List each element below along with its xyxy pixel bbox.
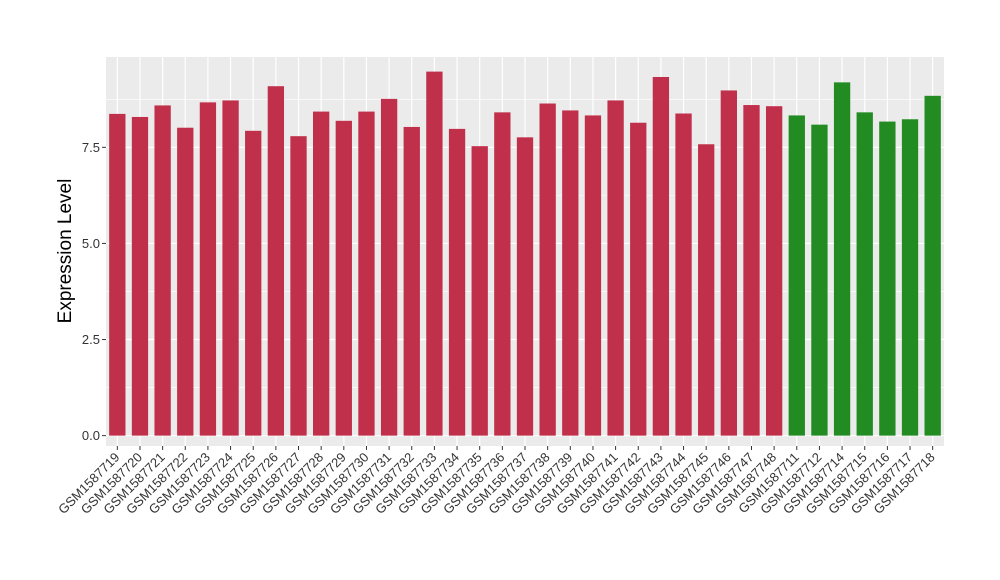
bar [131, 116, 149, 436]
bar [811, 124, 828, 436]
bar [471, 146, 488, 436]
bar [245, 130, 262, 436]
bar [788, 115, 805, 436]
y-axis: 0.0 2.5 5.0 7.5 [82, 140, 106, 443]
bar [743, 105, 760, 436]
bar [403, 126, 420, 436]
y-tick-label: 0.0 [82, 428, 100, 443]
bar [426, 71, 443, 436]
bar [652, 76, 670, 436]
bar [901, 119, 919, 436]
bar [177, 127, 194, 436]
bar [675, 113, 692, 436]
bar [109, 113, 126, 436]
bar [856, 112, 873, 436]
bar [313, 111, 330, 436]
y-tick-label: 5.0 [82, 236, 100, 251]
bar [358, 111, 375, 436]
bar [516, 137, 534, 436]
bar [448, 128, 466, 436]
y-tick-label: 7.5 [82, 140, 100, 155]
bar [222, 100, 239, 436]
bar [607, 100, 624, 436]
bar [765, 106, 783, 436]
bar [720, 90, 737, 436]
y-axis-title: Expression Level [55, 179, 76, 324]
bar [562, 110, 579, 436]
bar [290, 136, 307, 436]
bar [924, 95, 941, 436]
bar [199, 102, 217, 436]
bar [833, 82, 851, 436]
y-tick-label: 2.5 [82, 332, 100, 347]
bar [335, 120, 352, 436]
x-axis: GSM1587719GSM1587720GSM1587721GSM1587722… [55, 446, 938, 517]
bar [630, 122, 647, 436]
bar [584, 115, 602, 436]
bar [154, 105, 171, 436]
bars [109, 71, 941, 436]
bar [698, 144, 715, 436]
bar [494, 112, 511, 436]
bar [539, 103, 556, 436]
bar [879, 121, 896, 436]
bar [380, 98, 398, 436]
bar [267, 86, 285, 436]
